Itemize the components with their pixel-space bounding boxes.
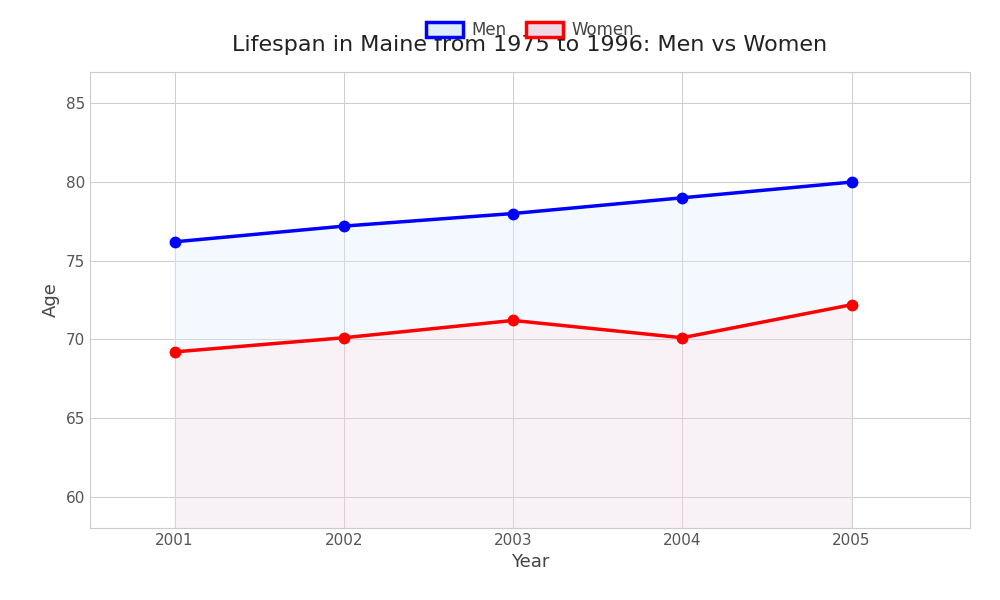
Title: Lifespan in Maine from 1975 to 1996: Men vs Women: Lifespan in Maine from 1975 to 1996: Men… xyxy=(232,35,828,55)
Y-axis label: Age: Age xyxy=(42,283,60,317)
X-axis label: Year: Year xyxy=(511,553,549,571)
Legend: Men, Women: Men, Women xyxy=(426,21,634,39)
